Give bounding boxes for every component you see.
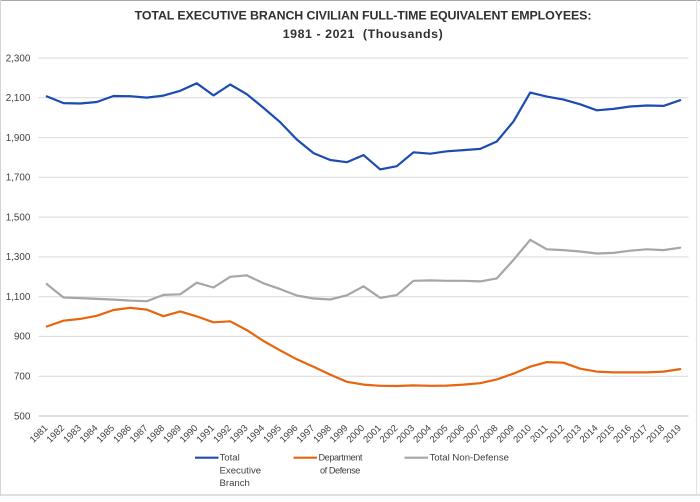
svg-text:1,300: 1,300 — [6, 252, 31, 263]
svg-text:1981 - 2021 (Thousands): 1981 - 2021 (Thousands) — [283, 27, 444, 41]
svg-text:TOTAL EXECUTIVE BRANCH CIVILIA: TOTAL EXECUTIVE BRANCH CIVILIAN FULL-TIM… — [135, 9, 592, 23]
svg-text:2,300: 2,300 — [6, 53, 31, 64]
svg-text:1,500: 1,500 — [6, 212, 31, 223]
svg-text:Branch: Branch — [220, 478, 250, 489]
svg-text:1,700: 1,700 — [6, 173, 31, 184]
svg-text:700: 700 — [14, 372, 31, 383]
svg-text:2,100: 2,100 — [6, 93, 31, 104]
svg-text:1,100: 1,100 — [6, 292, 31, 303]
svg-text:500: 500 — [14, 411, 31, 422]
svg-text:1,900: 1,900 — [6, 133, 31, 144]
svg-text:Department: Department — [319, 453, 363, 463]
svg-text:of Defense: of Defense — [320, 465, 360, 475]
svg-text:Executive: Executive — [220, 465, 262, 476]
svg-text:Total Non-Defense: Total Non-Defense — [430, 453, 509, 464]
svg-text:900: 900 — [14, 332, 31, 343]
svg-text:Total: Total — [220, 453, 240, 464]
